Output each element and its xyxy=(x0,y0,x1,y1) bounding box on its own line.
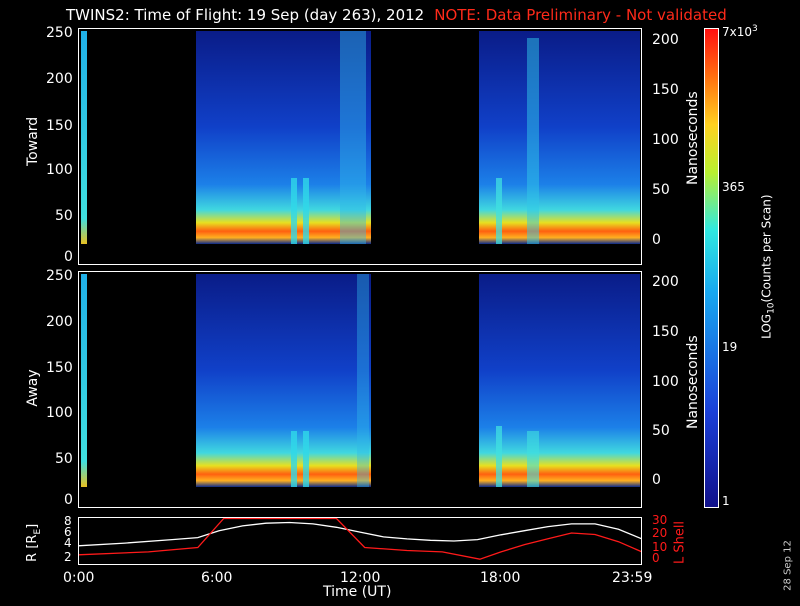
orbit-ylabel-right: L Shell xyxy=(672,520,688,565)
away-ytick-0: 0 xyxy=(64,492,73,508)
date-stamp: 28 Sep 12 xyxy=(782,540,794,591)
colorbar-label: LOG10(Counts per Scan) xyxy=(759,194,777,339)
away-ytick-100: 100 xyxy=(46,405,73,421)
colorbar xyxy=(704,28,719,508)
colorbar-tick-365: 365 xyxy=(722,180,745,194)
chart-title: TWINS2: Time of Flight: 19 Sep (day 263)… xyxy=(66,6,727,24)
toward-block-early xyxy=(81,31,87,244)
x-axis-label: Time (UT) xyxy=(323,584,392,600)
xtick-1800: 18:00 xyxy=(480,570,521,586)
away-block-early xyxy=(81,274,87,487)
away-ytick-150: 150 xyxy=(46,360,73,376)
radius-series-line xyxy=(78,521,642,547)
away-ytick-r150: 150 xyxy=(652,324,679,340)
away-block-main xyxy=(196,274,371,487)
toward-frame xyxy=(78,28,642,265)
away-block-late xyxy=(479,274,640,487)
colorbar-tick-19: 19 xyxy=(722,340,738,354)
away-ytick-r0: 0 xyxy=(652,472,661,488)
away-panel xyxy=(78,271,642,508)
toward-ytick-r100: 100 xyxy=(652,132,679,148)
orbit-ytick-r10: 10 xyxy=(652,540,668,554)
toward-spectrogram xyxy=(81,31,640,244)
orbit-ytick-4: 4 xyxy=(64,536,72,550)
orbit-ytick-8: 8 xyxy=(64,514,72,528)
toward-ytick-250: 250 xyxy=(46,25,73,41)
orbit-ytick-r0: 0 xyxy=(652,551,660,565)
orbit-panel xyxy=(78,517,642,565)
toward-panel xyxy=(78,28,642,265)
toward-ytick-0: 0 xyxy=(64,249,73,265)
away-frame xyxy=(78,271,642,508)
away-ytick-200: 200 xyxy=(46,314,73,330)
preliminary-note: NOTE: Data Preliminary - Not validated xyxy=(434,6,727,24)
orbit-ytick-6: 6 xyxy=(64,525,72,539)
colorbar-tick-1: 1 xyxy=(722,494,730,508)
toward-data-blocks xyxy=(81,31,640,244)
orbit-ytick-r20: 20 xyxy=(652,526,668,540)
orbit-plot xyxy=(78,517,642,560)
xtick-1200: 12:00 xyxy=(340,570,381,586)
orbit-ytick-r30: 30 xyxy=(652,513,668,527)
toward-ytick-50: 50 xyxy=(55,208,73,224)
toward-ytick-r50: 50 xyxy=(652,182,670,198)
away-ytick-r50: 50 xyxy=(652,423,670,439)
toward-ytick-r150: 150 xyxy=(652,82,679,98)
orbit-ytick-2: 2 xyxy=(64,550,72,564)
away-spectrogram xyxy=(81,274,640,487)
away-ytick-r200: 200 xyxy=(652,274,679,290)
toward-ylabel-right: Nanoseconds xyxy=(685,91,701,185)
xtick-2359: 23:59 xyxy=(612,570,653,586)
away-ytick-r100: 100 xyxy=(652,374,679,390)
toward-ytick-r0: 0 xyxy=(652,232,661,248)
toward-ytick-150: 150 xyxy=(46,118,73,134)
colorbar-top-label: 7x103 xyxy=(722,24,758,39)
lshell-series-line xyxy=(78,517,642,560)
away-ytick-50: 50 xyxy=(55,451,73,467)
toward-ytick-r200: 200 xyxy=(652,32,679,48)
toward-block-late xyxy=(479,31,640,244)
toward-block-main xyxy=(196,31,371,244)
orbit-frame xyxy=(78,517,642,565)
toward-ytick-100: 100 xyxy=(46,162,73,178)
away-data-blocks xyxy=(81,274,640,487)
orbit-ylabel-left: R [RE] xyxy=(25,523,43,562)
toward-ylabel: Toward xyxy=(25,116,41,166)
away-ylabel: Away xyxy=(25,369,41,407)
away-ytick-250: 250 xyxy=(46,268,73,284)
xtick-0000: 0:00 xyxy=(63,570,95,586)
xtick-0600: 6:00 xyxy=(201,570,233,586)
toward-ytick-200: 200 xyxy=(46,71,73,87)
title-text: TWINS2: Time of Flight: 19 Sep (day 263)… xyxy=(66,6,425,24)
away-ylabel-right: Nanoseconds xyxy=(685,335,701,429)
